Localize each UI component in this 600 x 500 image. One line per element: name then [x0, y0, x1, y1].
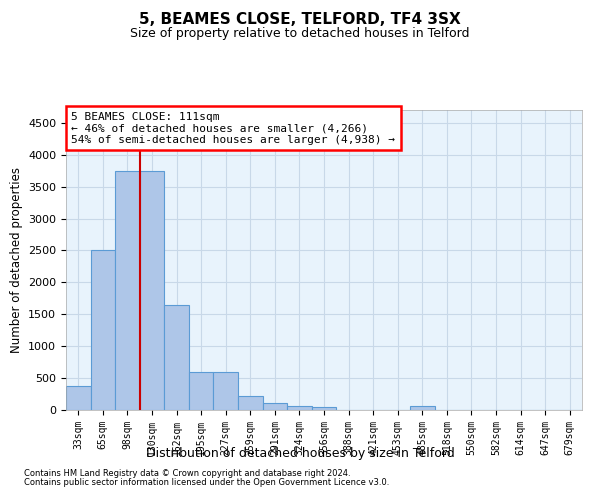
Text: Contains HM Land Registry data © Crown copyright and database right 2024.: Contains HM Land Registry data © Crown c… — [24, 469, 350, 478]
Y-axis label: Number of detached properties: Number of detached properties — [10, 167, 23, 353]
Bar — [214, 372, 238, 410]
Bar — [140, 170, 164, 410]
Bar — [66, 386, 91, 410]
Text: Distribution of detached houses by size in Telford: Distribution of detached houses by size … — [146, 448, 454, 460]
Bar — [238, 396, 263, 410]
Bar — [164, 304, 189, 410]
Text: Contains public sector information licensed under the Open Government Licence v3: Contains public sector information licen… — [24, 478, 389, 487]
Text: 5, BEAMES CLOSE, TELFORD, TF4 3SX: 5, BEAMES CLOSE, TELFORD, TF4 3SX — [139, 12, 461, 28]
Bar — [312, 408, 336, 410]
Bar — [287, 406, 312, 410]
Bar — [115, 170, 140, 410]
Bar — [263, 404, 287, 410]
Bar — [91, 250, 115, 410]
Text: 5 BEAMES CLOSE: 111sqm
← 46% of detached houses are smaller (4,266)
54% of semi-: 5 BEAMES CLOSE: 111sqm ← 46% of detached… — [71, 112, 395, 144]
Text: Size of property relative to detached houses in Telford: Size of property relative to detached ho… — [130, 28, 470, 40]
Bar — [189, 372, 214, 410]
Bar — [410, 406, 434, 410]
